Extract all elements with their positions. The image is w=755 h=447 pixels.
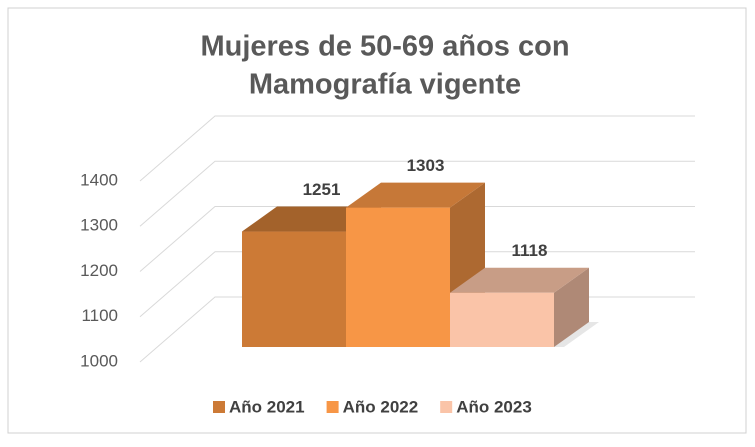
grid-line bbox=[139, 251, 695, 318]
grid-line bbox=[139, 115, 695, 182]
bar-top bbox=[450, 267, 589, 293]
legend-swatch bbox=[326, 401, 339, 413]
legend-label: Año 2023 bbox=[456, 397, 532, 416]
data-label: 1118 bbox=[512, 241, 548, 260]
chart-title: Mujeres de 50-69 años con bbox=[200, 31, 569, 63]
grid-line bbox=[139, 206, 695, 272]
y-tick-label: 1400 bbox=[80, 170, 118, 189]
grid-line bbox=[139, 160, 695, 227]
bar bbox=[242, 231, 346, 347]
y-tick-label: 1200 bbox=[80, 261, 118, 280]
data-label: 1251 bbox=[303, 180, 341, 199]
data-label: 1303 bbox=[407, 156, 445, 175]
y-tick-label: 1300 bbox=[80, 216, 118, 235]
legend-label: Año 2022 bbox=[343, 397, 419, 416]
bar bbox=[450, 292, 554, 347]
y-tick-label: 1100 bbox=[81, 306, 118, 325]
legend-swatch bbox=[213, 401, 225, 413]
chart-title: Mamografía vigente bbox=[249, 69, 521, 101]
bar bbox=[346, 207, 450, 347]
legend-label: Año 2021 bbox=[229, 397, 305, 416]
legend-swatch bbox=[440, 401, 453, 413]
bar-side bbox=[554, 267, 589, 347]
y-tick-label: 1000 bbox=[80, 351, 118, 370]
bar-top bbox=[346, 182, 485, 208]
